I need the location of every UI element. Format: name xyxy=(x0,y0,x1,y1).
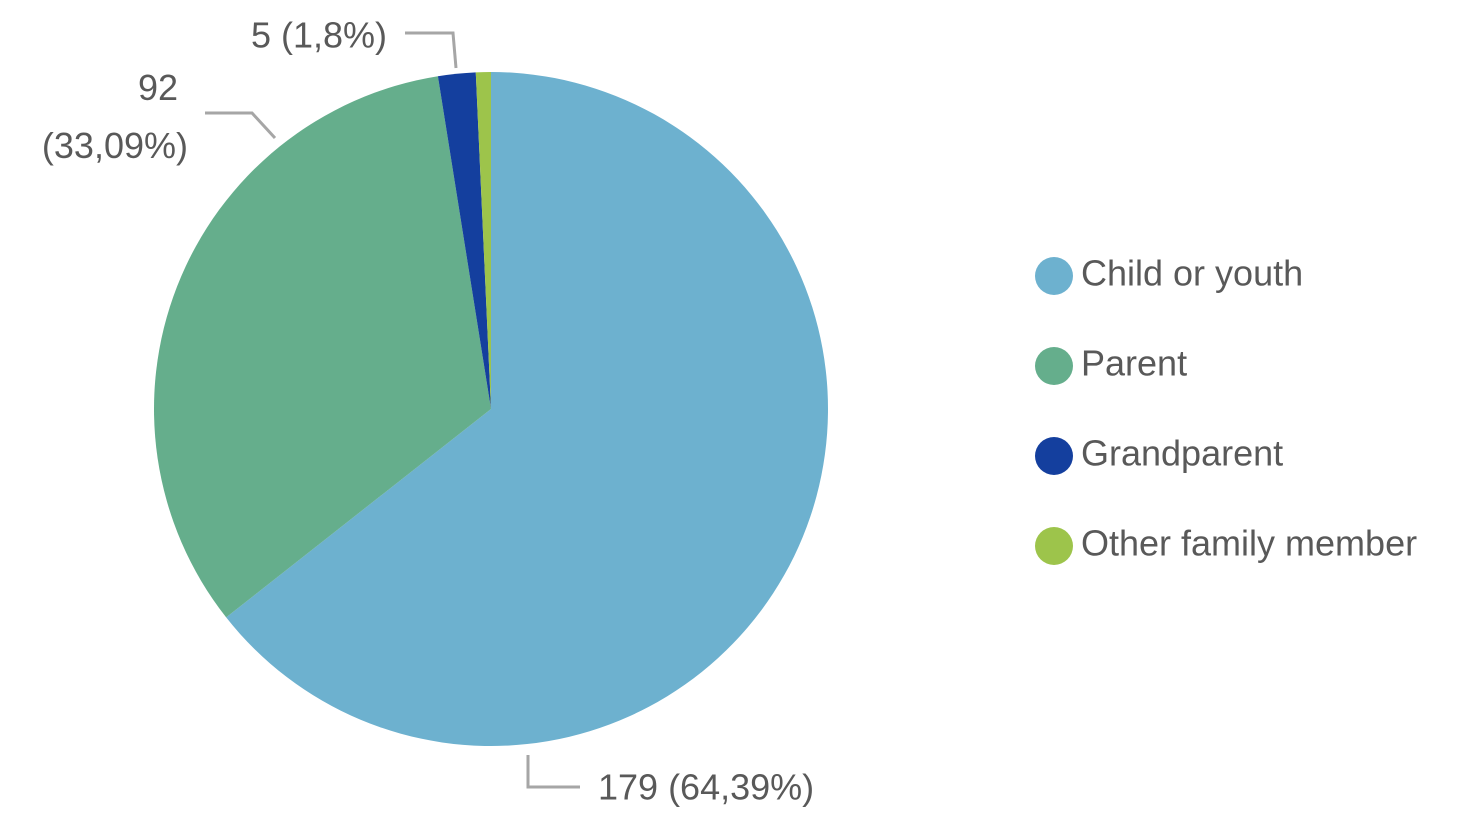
legend-swatch xyxy=(1035,257,1073,295)
legend-label: Grandparent xyxy=(1081,433,1283,474)
data-label: 5 (1,8%) xyxy=(251,15,387,56)
data-label: 179 (64,39%) xyxy=(598,767,814,808)
pie-slice xyxy=(475,72,491,409)
leader-line xyxy=(526,755,580,789)
legend-label: Other family member xyxy=(1081,523,1417,564)
legend-label: Parent xyxy=(1081,343,1187,384)
leader-line xyxy=(405,31,458,69)
legend-swatch xyxy=(1035,527,1073,565)
legend-label: Child or youth xyxy=(1081,253,1303,294)
leader-line xyxy=(205,111,277,140)
pie-slice xyxy=(153,76,491,618)
legend-swatch xyxy=(1035,347,1073,385)
data-label: 92 (33,09%) xyxy=(42,67,188,166)
legend-swatch xyxy=(1035,437,1073,475)
pie-slice xyxy=(437,72,491,409)
pie-slice xyxy=(226,72,828,746)
